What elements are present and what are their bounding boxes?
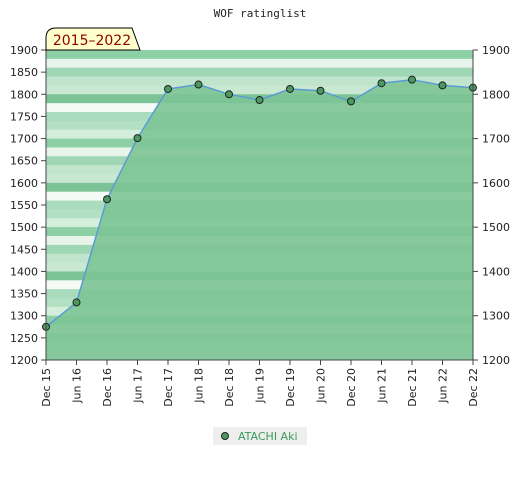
y-tick-left-0: 1200	[10, 354, 38, 367]
data-point-9	[316, 86, 325, 95]
y-tick-left-4: 1400	[10, 265, 38, 278]
y-tick-left-14: 1900	[10, 44, 38, 57]
chart-title: WOF ratinglist	[214, 7, 307, 20]
legend-label: ATACHI Aki	[238, 430, 298, 443]
y-tick-right-2: 1400	[482, 265, 510, 278]
y-tick-left-9: 1650	[10, 155, 38, 168]
y-tick-right-5: 1700	[482, 133, 510, 146]
y-tick-right-7: 1900	[482, 44, 510, 57]
y-tick-right-0: 1200	[482, 354, 510, 367]
data-points	[42, 75, 477, 331]
x-tick-8: Dec 19	[284, 368, 297, 407]
y-tick-left-7: 1550	[10, 199, 38, 212]
data-point-1	[72, 298, 81, 307]
x-tick-3: Jun 17	[132, 368, 145, 404]
data-point-2	[103, 195, 111, 204]
y-tick-left-13: 1850	[10, 66, 38, 79]
x-tick-10: Dec 20	[345, 368, 358, 407]
legend-marker	[221, 432, 229, 440]
y-tick-left-6: 1500	[10, 221, 38, 234]
x-tick-14: Dec 22	[467, 368, 480, 407]
y-tick-left-11: 1750	[10, 110, 38, 123]
data-point-12	[408, 75, 416, 84]
y-axis-right: 1200 1300 1400 1500 1600 1700 1800 1900	[472, 44, 510, 367]
x-tick-4: Dec 17	[162, 368, 175, 407]
x-tick-7: Jun 19	[254, 368, 267, 404]
y-tick-left-2: 1300	[10, 310, 38, 323]
x-tick-1: Jun 16	[71, 368, 84, 404]
y-tick-right-3: 1500	[482, 221, 510, 234]
y-tick-right-1: 1300	[482, 310, 510, 323]
y-tick-left-3: 1350	[10, 288, 38, 301]
x-tick-11: Jun 21	[376, 368, 389, 404]
period-badge: 2015–2022	[45, 27, 141, 51]
series-area	[46, 79, 473, 360]
data-point-6	[225, 90, 233, 99]
data-point-5	[194, 80, 203, 89]
y-tick-left-8: 1600	[10, 177, 38, 190]
legend-background	[213, 427, 307, 445]
y-tick-left-1: 1250	[10, 332, 38, 345]
y-tick-left-12: 1800	[10, 88, 38, 101]
y-axis-left: 1200 1250 1300 1350 1400 1450 1500 1550 1600 1650…	[10, 44, 47, 367]
x-tick-13: Jun 22	[437, 368, 450, 404]
x-tick-5: Jun 18	[193, 368, 206, 404]
data-point-4	[164, 84, 172, 93]
legend[interactable]: ATACHI Aki	[213, 427, 307, 445]
x-tick-0: Dec 15	[40, 368, 53, 407]
data-point-7	[255, 96, 264, 105]
y-tick-right-4: 1600	[482, 177, 510, 190]
data-point-10	[347, 97, 355, 106]
y-tick-right-6: 1800	[482, 88, 510, 101]
x-axis: Dec 15 Jun 16 Dec 16 Jun 17 Dec 17 Jun 18 Dec …	[40, 359, 480, 407]
data-point-3	[133, 134, 142, 143]
y-tick-left-10: 1700	[10, 133, 38, 146]
period-badge-label: 2015–2022	[53, 33, 131, 49]
data-point-11	[377, 79, 386, 88]
data-point-13	[438, 81, 447, 90]
x-tick-12: Dec 21	[406, 368, 419, 407]
y-tick-left-5: 1450	[10, 243, 38, 256]
x-tick-6: Dec 18	[223, 368, 236, 407]
x-tick-9: Jun 20	[315, 368, 328, 404]
data-point-8	[286, 84, 294, 93]
x-tick-2: Dec 16	[101, 368, 114, 407]
